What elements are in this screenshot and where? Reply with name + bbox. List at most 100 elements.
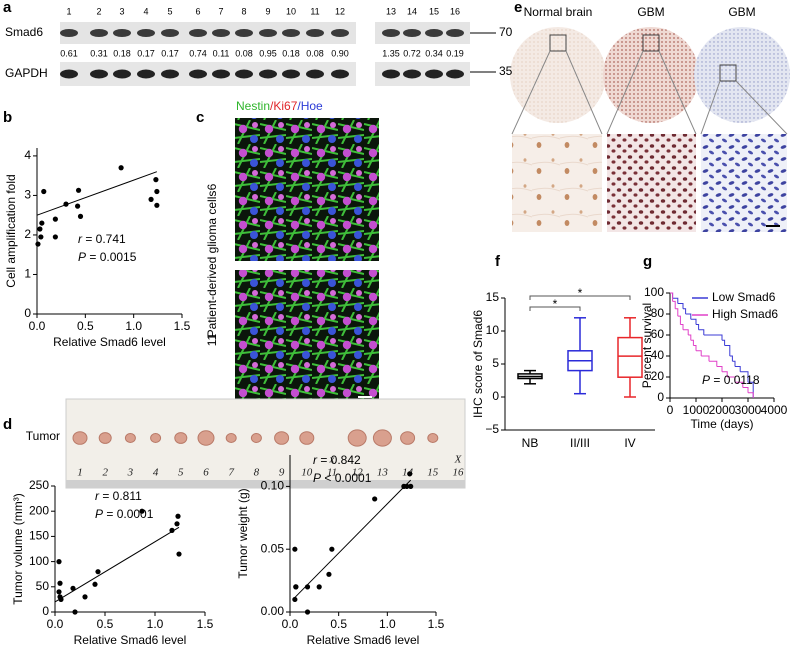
survival-step xyxy=(722,371,728,377)
point xyxy=(292,546,298,552)
x-tick-label: 0.5 xyxy=(330,617,347,631)
band xyxy=(137,69,155,79)
y-tick-label: 4 xyxy=(24,148,31,162)
survival-step xyxy=(685,313,692,320)
point xyxy=(57,580,63,586)
quantification: 0.95 xyxy=(259,48,277,58)
point xyxy=(316,584,322,590)
quantification: 0.31 xyxy=(90,48,108,58)
band xyxy=(137,29,155,37)
point xyxy=(293,584,299,590)
tumor-number: 1 xyxy=(77,467,83,479)
band xyxy=(403,69,421,79)
tumor-number: 7 xyxy=(228,467,234,479)
y-tick-label: 0.10 xyxy=(261,479,285,493)
quantification: 0.90 xyxy=(331,48,349,58)
tumor xyxy=(250,433,262,443)
survival-step xyxy=(683,308,687,314)
point xyxy=(72,609,78,615)
stat-symbol: P xyxy=(78,250,86,264)
survival-step xyxy=(675,308,679,317)
lane-number: 10 xyxy=(286,6,296,16)
survival-step xyxy=(693,345,697,351)
stat-text: = 0.0118 xyxy=(710,373,760,387)
quantification: 0.08 xyxy=(235,48,253,58)
row-label: GAPDH xyxy=(5,66,48,80)
survival-step xyxy=(683,329,689,335)
survival-step xyxy=(696,350,702,356)
point xyxy=(77,213,84,219)
band xyxy=(90,29,108,37)
significance: * xyxy=(553,297,558,311)
point xyxy=(408,483,414,489)
band xyxy=(331,29,349,37)
quantification: 0.17 xyxy=(161,48,179,58)
stat-text: = 0.842 xyxy=(317,453,361,467)
panel-label: d xyxy=(3,416,12,433)
point xyxy=(56,559,62,565)
x-tick-label: 0 xyxy=(667,403,674,417)
point xyxy=(70,585,76,591)
y-tick-label: 0 xyxy=(24,306,31,320)
point xyxy=(38,234,44,240)
x-axis-title: Relative Smad6 level xyxy=(307,633,420,647)
y-axis-title: Tumor weight (g) xyxy=(236,488,250,578)
point xyxy=(92,581,98,587)
size-marker: 35 xyxy=(499,64,513,78)
x-tick-label: 2000 xyxy=(709,403,736,417)
y-tick-label: 2 xyxy=(24,227,31,241)
x-axis-title: Relative Smad6 level xyxy=(74,633,187,647)
band xyxy=(161,69,179,79)
quantification: 0.18 xyxy=(282,48,300,58)
statistic: r = 0.811 xyxy=(95,489,142,503)
survival-step xyxy=(716,366,723,372)
point xyxy=(52,234,58,240)
y-tick-label: −5 xyxy=(485,422,499,436)
significance-bracket xyxy=(529,306,581,311)
point xyxy=(75,203,81,209)
tumor-number: 13 xyxy=(377,467,389,479)
survival-step xyxy=(680,324,684,330)
tumor-photo xyxy=(65,398,466,489)
stat-symbol: P xyxy=(702,373,710,387)
stat-text: = 0.741 xyxy=(82,232,126,246)
tumor-number: 3 xyxy=(127,467,134,479)
tumor-number: 16 xyxy=(453,467,465,479)
y-tick-label: 5 xyxy=(492,356,499,370)
tumor xyxy=(427,433,439,443)
x-tick-label: 1.0 xyxy=(147,617,164,631)
lane-number: 11 xyxy=(310,6,319,16)
tumor xyxy=(72,431,88,445)
panel-label: g xyxy=(643,253,652,270)
y-tick-label: 15 xyxy=(486,290,500,304)
point xyxy=(176,551,182,557)
band xyxy=(446,29,464,37)
quantification: 0.74 xyxy=(189,48,207,58)
y-tick-label: 250 xyxy=(29,478,49,492)
lane-number: 15 xyxy=(429,6,439,16)
point xyxy=(39,220,45,226)
y-tick-label: 40 xyxy=(651,348,665,362)
band xyxy=(446,69,464,79)
lane-number: 5 xyxy=(167,6,172,16)
point xyxy=(52,216,58,222)
quantification: 0.72 xyxy=(403,48,421,58)
band xyxy=(259,29,277,37)
band xyxy=(189,69,207,79)
y-tick-label: 20 xyxy=(651,369,665,383)
band xyxy=(235,69,253,79)
tumor-number: 6 xyxy=(203,467,209,479)
survival-step xyxy=(729,355,733,362)
x-tick-label: 0.5 xyxy=(97,617,114,631)
y-axis-title: Percent survival xyxy=(640,303,654,388)
y-tick-label: 3 xyxy=(24,188,31,202)
lane-number: 14 xyxy=(407,6,417,16)
significance-bracket xyxy=(529,295,631,300)
ihc-images xyxy=(510,27,790,232)
point xyxy=(75,187,82,193)
quantification: 0.11 xyxy=(213,48,230,58)
stat-text: = 0.811 xyxy=(99,489,142,503)
survival-step xyxy=(677,303,684,309)
x-tick-label: IV xyxy=(624,436,635,450)
survival-step xyxy=(740,371,749,383)
